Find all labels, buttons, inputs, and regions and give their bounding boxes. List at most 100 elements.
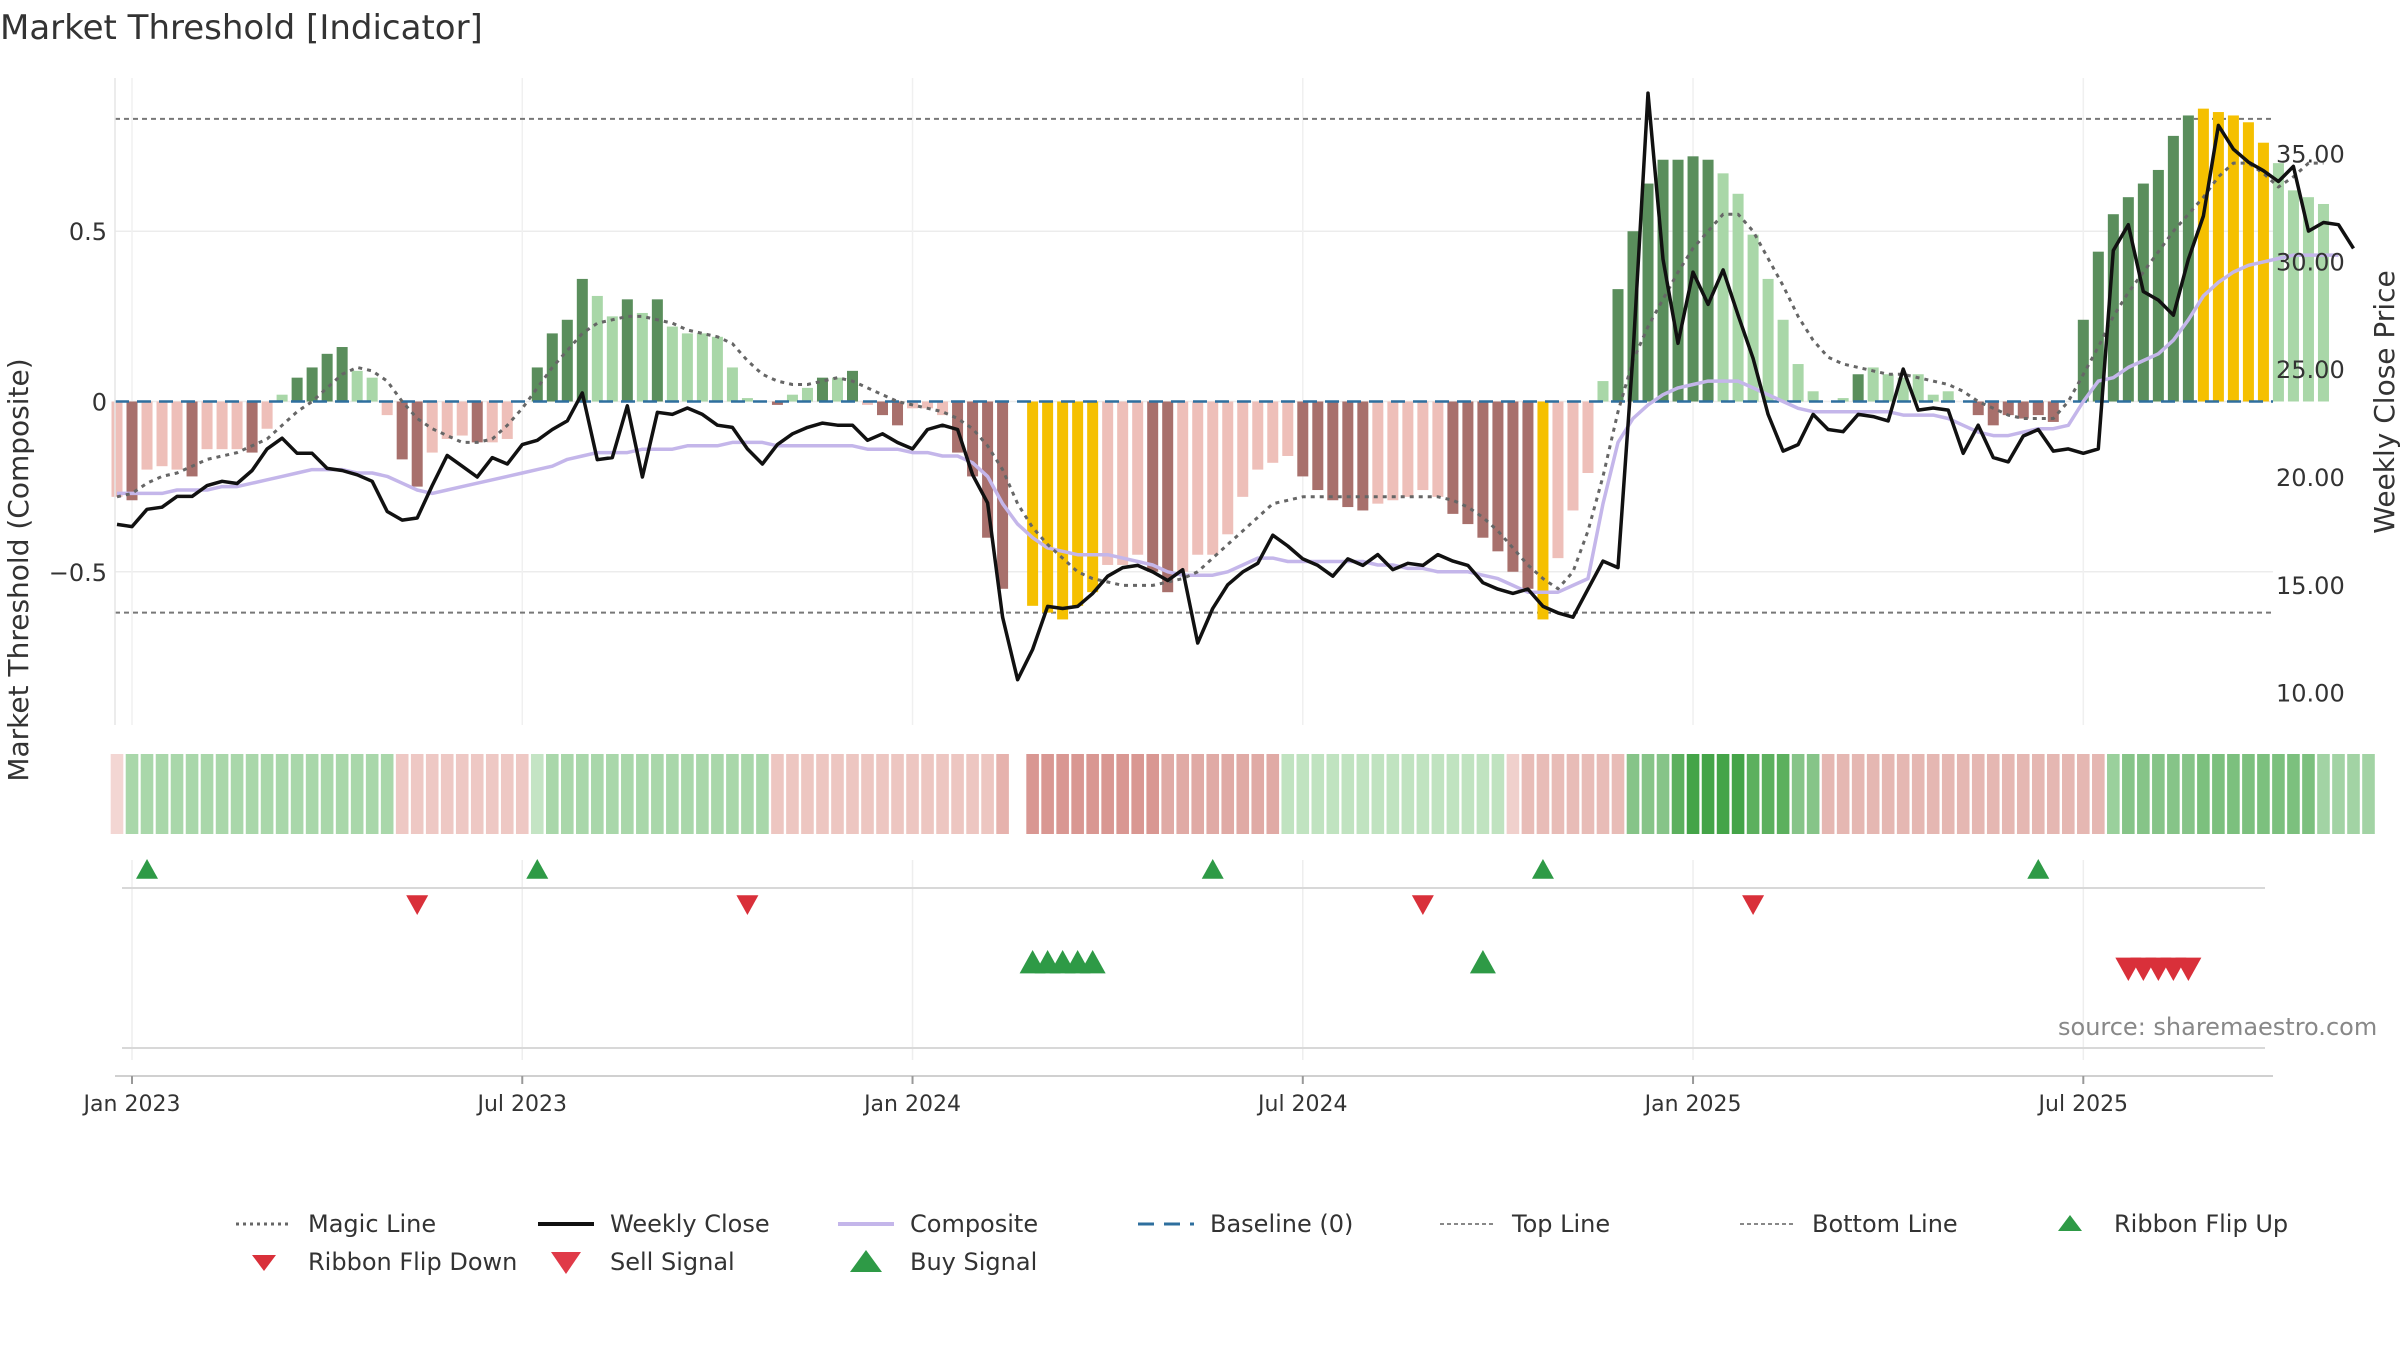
composite-bar: [1237, 401, 1249, 497]
composite-bar: [2197, 108, 2209, 402]
composite-bar: [411, 401, 423, 487]
ribbon-cell: [576, 754, 589, 834]
composite-bar: [681, 333, 693, 402]
composite-bar: [231, 401, 243, 450]
composite-bar: [1987, 401, 1999, 426]
ribbon-cell: [2272, 754, 2285, 834]
ribbon-cell: [756, 754, 769, 834]
composite-bar: [2017, 401, 2029, 419]
y-axis-label-right: Weekly Close Price: [2368, 270, 2400, 533]
composite-bar: [771, 401, 783, 405]
composite-bar: [1447, 401, 1459, 514]
ribbon-cell: [1206, 754, 1220, 834]
composite-bar: [1087, 401, 1099, 593]
ribbon-flip-up-marker: [136, 859, 159, 879]
composite-bar: [576, 278, 588, 402]
x-axis: Jan 2023 Jul 2023 Jan 2024 Jul 2024 Jan 2025…: [82, 1075, 2273, 1117]
ribbon-cell: [2227, 754, 2240, 834]
ribbon-cell: [1116, 754, 1129, 834]
ribbon-cell: [455, 754, 469, 834]
ribbon-flip-up-marker: [2027, 859, 2050, 879]
composite-bar: [1867, 367, 1879, 402]
ribbon-cell: [921, 754, 934, 834]
composite-bar: [2077, 319, 2089, 402]
composite-bar: [1507, 401, 1519, 572]
composite-bar: [276, 394, 288, 402]
ribbon-cell: [1356, 754, 1370, 834]
composite-bar: [1372, 401, 1384, 504]
ribbon-cell: [681, 754, 694, 834]
ribbon-cell: [275, 754, 289, 834]
composite-bar: [1222, 401, 1234, 535]
ribbon-cell: [1476, 754, 1490, 834]
y-tick-label-left: 0: [92, 389, 107, 417]
ribbon-cell: [1236, 754, 1250, 834]
ribbon-cell: [1746, 754, 1760, 834]
ribbon-cell: [1071, 754, 1084, 834]
ribbon-cell: [1401, 754, 1415, 834]
composite-bar: [381, 401, 393, 416]
composite-bar: [831, 377, 843, 402]
composite-bar: [126, 401, 138, 501]
series-lines: [115, 91, 2355, 682]
ribbon-cell: [591, 754, 604, 834]
ribbon-cell: [305, 754, 319, 834]
ribbon-cell: [1011, 754, 1024, 834]
buy-signal-marker: [1079, 950, 1106, 974]
ribbon-cell: [2152, 754, 2165, 834]
ribbon-cell: [1041, 754, 1054, 834]
composite-bar: [2002, 401, 2014, 416]
ribbon-cell: [1836, 754, 1850, 834]
composite-series: [117, 253, 2339, 594]
ribbon-cell: [2212, 754, 2225, 834]
composite-bar: [1207, 401, 1219, 555]
ribbon-cell: [2046, 754, 2060, 834]
ribbon-cell: [470, 754, 484, 834]
ribbon-cell: [1521, 754, 1535, 834]
ribbon-cell: [425, 754, 439, 834]
composite-bar: [1492, 401, 1504, 552]
ribbon-cell: [485, 754, 499, 834]
composite-bar: [2122, 197, 2134, 402]
composite-bar: [201, 401, 213, 450]
composite-bar: [1162, 401, 1174, 593]
ribbon-cell: [741, 754, 754, 834]
ribbon-cell: [1386, 754, 1400, 834]
ribbon-cell: [1806, 754, 1820, 834]
ribbon-cell: [1551, 754, 1565, 834]
ribbon-cell: [1311, 754, 1325, 834]
composite-bar: [846, 370, 858, 402]
ribbon-cell: [861, 754, 874, 834]
ribbon-cell: [2317, 754, 2330, 834]
composite-bar: [621, 299, 633, 402]
composite-bar: [1132, 401, 1144, 555]
composite-bar: [1147, 401, 1159, 572]
x-tick-label: Jul 2025: [2037, 1092, 2129, 1117]
composite-bar: [2227, 115, 2239, 402]
magic-line-series: [116, 161, 2324, 591]
signal-markers: [122, 859, 2265, 1049]
ribbon-cell: [1656, 754, 1670, 834]
composite-bar: [1627, 231, 1639, 402]
ribbon-cell: [996, 754, 1009, 834]
ribbon-cell: [2362, 754, 2375, 834]
composite-bar: [967, 401, 979, 477]
composite-bar: [2167, 135, 2179, 402]
composite-bar: [2302, 197, 2314, 402]
ribbon-cell: [1176, 754, 1190, 834]
ribbon-cell: [260, 754, 274, 834]
ribbon-cell: [1191, 754, 1205, 834]
x-tick-label: Jul 2023: [476, 1092, 568, 1117]
composite-bar: [1897, 377, 1909, 402]
chart-title: Market Threshold [Indicator]: [0, 8, 483, 48]
composite-bar: [1387, 401, 1399, 501]
y-tick-label-right: 15.00: [2276, 572, 2345, 600]
composite-bar: [1327, 401, 1339, 501]
composite-bar: [2317, 203, 2329, 402]
y-axis-label-left: Market Threshold (Composite): [2, 358, 35, 781]
grid: [115, 78, 2273, 1060]
composite-bar: [1792, 364, 1804, 402]
composite-bar: [2212, 112, 2224, 402]
ribbon-cell: [1641, 754, 1655, 834]
